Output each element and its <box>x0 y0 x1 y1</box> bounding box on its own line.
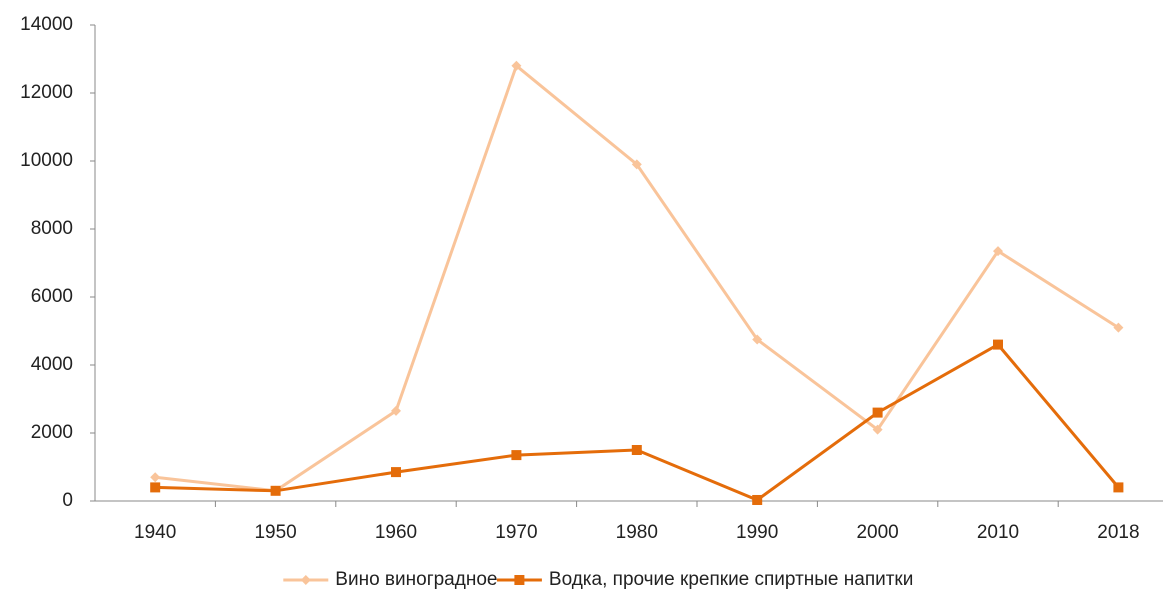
y-tick-label: 14000 <box>20 14 73 35</box>
y-tick-label: 12000 <box>20 82 73 103</box>
x-tick-label: 1950 <box>254 522 296 543</box>
x-tick-label: 2018 <box>1097 522 1139 543</box>
y-tick-label: 2000 <box>31 422 73 443</box>
y-tick-label: 6000 <box>31 286 73 307</box>
x-tick-label: 1980 <box>616 522 658 543</box>
series-line <box>155 342 1120 502</box>
marker <box>1113 322 1124 333</box>
marker <box>270 485 281 496</box>
y-tick-label: 0 <box>62 490 73 511</box>
marker <box>752 334 763 345</box>
marker <box>391 405 401 416</box>
series-line <box>155 63 1120 493</box>
marker <box>300 575 311 585</box>
y-tick-label: 8000 <box>31 218 73 239</box>
marker <box>150 482 161 493</box>
x-tick-label: 2010 <box>977 522 1019 543</box>
legend-label: Вино виноградное <box>335 569 497 590</box>
marker <box>511 60 522 71</box>
marker <box>511 450 522 461</box>
marker <box>1113 482 1124 493</box>
marker <box>514 575 525 585</box>
marker <box>631 159 642 170</box>
marker <box>872 407 883 418</box>
marker <box>752 494 763 505</box>
marker <box>391 467 401 478</box>
marker <box>872 424 883 435</box>
y-tick-label: 10000 <box>20 150 73 171</box>
x-tick-label: 2000 <box>856 522 898 543</box>
marker <box>993 246 1003 257</box>
legend-label: Водка, прочие крепкие спиртные напитки <box>549 569 913 590</box>
marker <box>993 339 1003 350</box>
x-tick-label: 1990 <box>736 522 778 543</box>
y-tick-label: 4000 <box>31 354 73 375</box>
x-tick-label: 1970 <box>495 522 537 543</box>
x-tick-label: 1960 <box>375 522 417 543</box>
marker <box>631 445 642 455</box>
x-tick-label: 1940 <box>134 522 176 543</box>
marker <box>150 472 161 483</box>
